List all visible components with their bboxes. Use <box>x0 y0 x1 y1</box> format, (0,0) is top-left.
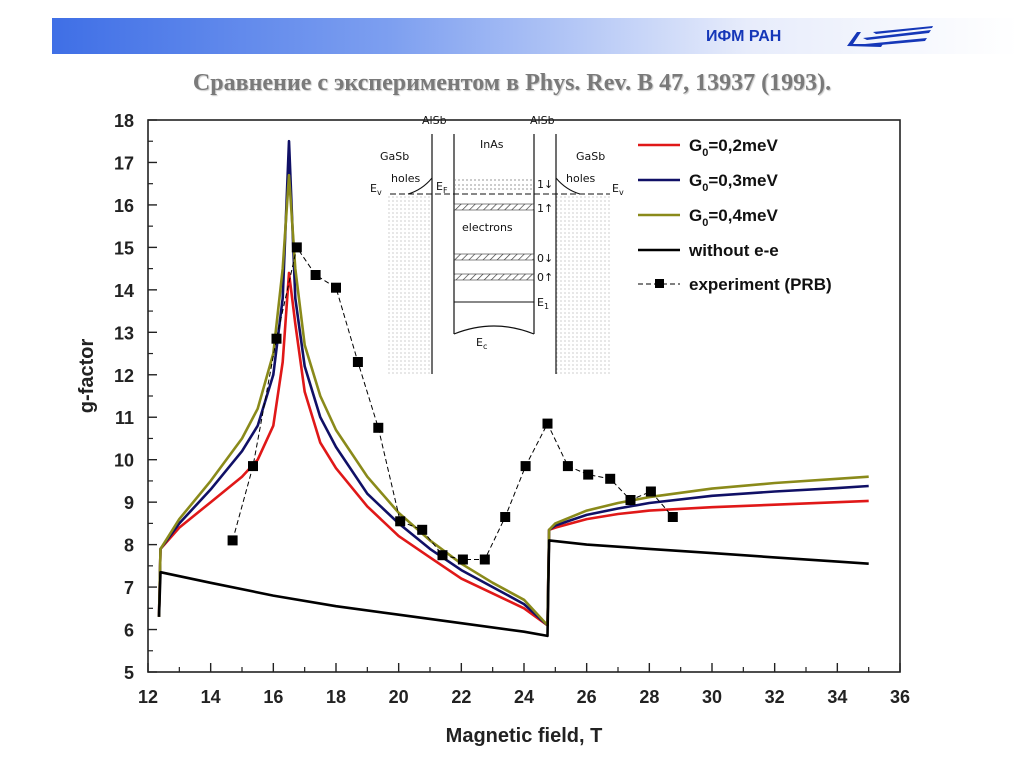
y-tick-label: 10 <box>114 451 134 471</box>
x-tick-label: 20 <box>389 687 409 707</box>
y-tick-label: 8 <box>124 536 134 556</box>
band-diagram-inset: AlSb InAs AlSb GaSb GaSb holes holes Ev … <box>370 114 624 374</box>
experiment-point <box>373 422 384 433</box>
legend: G0=0,2meV G0=0,3meV G0=0,4meV without e-… <box>638 136 832 294</box>
legend-label-g02: G0=0,2meV <box>689 136 778 159</box>
inset-label-level-1up: 1↑ <box>537 202 553 215</box>
ifm-ran-logo-icon <box>847 26 933 47</box>
legend-label-g03: G0=0,3meV <box>689 171 778 194</box>
level-1up-band <box>453 203 535 211</box>
experiment-point <box>583 469 594 480</box>
axis-ticks: 12 14 16 18 20 22 24 26 28 30 32 34 36 5 6 7 8 9 10 11 12 13 1… <box>114 111 910 707</box>
experiment-point <box>605 473 616 484</box>
y-tick-label: 7 <box>124 578 134 598</box>
inset-label-ec: Ec <box>476 336 487 351</box>
experiment-point <box>417 524 428 535</box>
experiment-point <box>500 512 511 522</box>
experiment-point <box>437 550 448 561</box>
y-axis-title: g-factor <box>76 339 98 414</box>
conduction-band-edge <box>453 325 535 335</box>
x-tick-label: 16 <box>263 687 283 707</box>
legend-label-g04: G0=0,4meV <box>689 206 778 229</box>
experiment-point <box>645 486 656 497</box>
y-tick-label: 13 <box>114 323 134 343</box>
x-tick-label: 36 <box>890 687 910 707</box>
gasb-right-region <box>556 194 610 374</box>
legend-label-without-ee: without e-e <box>688 241 779 260</box>
experiment-point <box>457 554 468 565</box>
experiment-point <box>331 282 341 293</box>
x-tick-label: 34 <box>827 687 847 707</box>
plot-lines <box>157 139 869 638</box>
org-name: ИФМ РАН <box>706 28 782 45</box>
gasb-left-region <box>386 194 432 374</box>
inset-label-electrons: electrons <box>462 221 513 234</box>
y-tick-label: 14 <box>114 281 134 301</box>
experiment-point <box>227 535 238 546</box>
y-tick-label: 12 <box>114 366 134 386</box>
experiment-point <box>395 516 406 527</box>
inset-label-holes-left: holes <box>391 172 421 185</box>
slide-title: Сравнение с экспериментом в Phys. Rev. B… <box>192 70 832 96</box>
inset-label-level-0down: 0↓ <box>537 252 553 265</box>
level-0down-band <box>453 253 535 261</box>
inset-label-e1: E1 <box>537 296 549 311</box>
inset-label-ev-right: Ev <box>612 182 624 197</box>
y-tick-label: 17 <box>114 153 134 173</box>
experiment-point <box>520 461 531 472</box>
x-tick-label: 18 <box>326 687 346 707</box>
x-tick-label: 12 <box>138 687 158 707</box>
x-tick-label: 30 <box>702 687 722 707</box>
legend-label-experiment: experiment (PRB) <box>689 275 832 294</box>
series-line-4 <box>232 246 674 560</box>
x-tick-label: 24 <box>514 687 534 707</box>
y-tick-label: 18 <box>114 111 134 131</box>
inset-label-ev-left: Ev <box>370 182 382 197</box>
inset-label-inas: InAs <box>480 138 504 151</box>
experiment-point <box>625 495 636 505</box>
series-line-0 <box>157 271 869 627</box>
experiment-point <box>479 554 490 565</box>
experiment-point <box>352 357 363 367</box>
x-tick-label: 22 <box>451 687 471 707</box>
experiment-point <box>310 270 321 280</box>
level-0up-band <box>453 273 535 281</box>
y-tick-label: 6 <box>124 621 134 641</box>
inset-label-holes-right: holes <box>566 172 596 185</box>
experiment-point <box>562 461 573 472</box>
x-tick-label: 28 <box>639 687 659 707</box>
inset-label-gasb-right: GaSb <box>576 150 605 163</box>
inset-label-gasb-left: GaSb <box>380 150 409 163</box>
x-tick-label: 14 <box>201 687 221 707</box>
legend-marker-experiment <box>655 279 664 288</box>
y-tick-label: 9 <box>124 493 134 513</box>
series-line-3 <box>157 539 869 638</box>
experiment-point <box>248 461 258 472</box>
experiment-point <box>667 512 678 522</box>
y-tick-label: 11 <box>115 408 134 428</box>
y-tick-label: 15 <box>114 238 134 258</box>
y-tick-label: 16 <box>114 196 134 216</box>
experiment-point <box>291 242 302 253</box>
inset-label-ef: EF <box>436 180 448 195</box>
experiment-point <box>271 333 282 344</box>
x-tick-label: 26 <box>577 687 597 707</box>
inset-label-level-0up: 0↑ <box>537 271 553 284</box>
experiment-point <box>542 418 553 429</box>
inset-label-level-1down: 1↓ <box>537 178 553 191</box>
x-tick-label: 32 <box>765 687 785 707</box>
y-tick-label: 5 <box>124 663 134 683</box>
x-axis-title: Magnetic field, T <box>446 725 603 747</box>
